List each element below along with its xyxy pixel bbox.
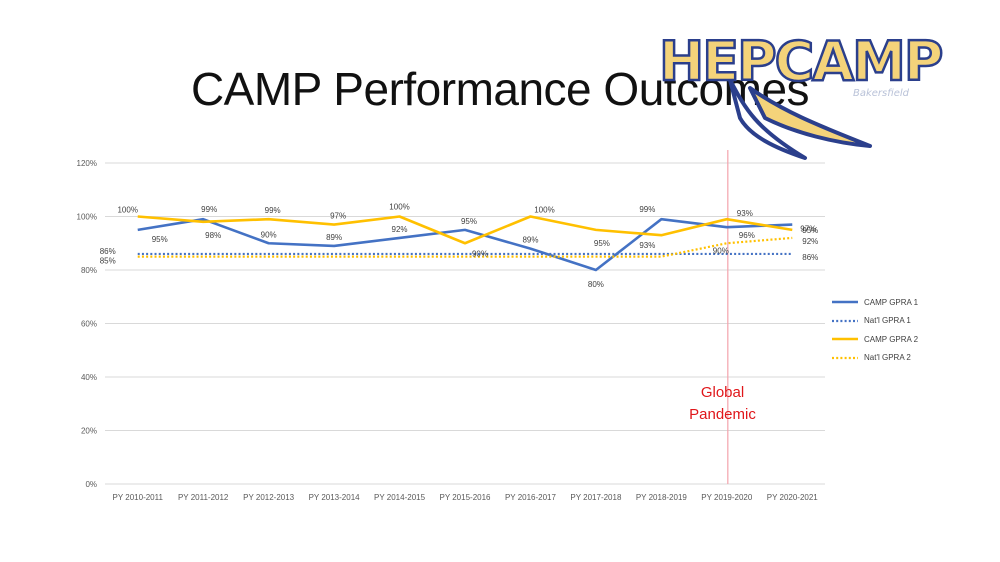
data-label: 95% [152,235,168,244]
legend-swatch [832,300,858,304]
legend-label: CAMP GPRA 2 [864,334,919,344]
data-label: 97% [330,212,346,221]
data-label: 96% [739,231,755,240]
data-label: 99% [265,206,281,215]
data-label: 97% [800,225,816,234]
annotation-line-1: Global [700,384,745,401]
legend-swatch [832,319,858,322]
data-label: 99% [639,205,655,214]
data-label: 100% [117,206,137,215]
x-tick-label: PY 2015-2016 [439,493,491,502]
legend-swatch [832,337,858,341]
data-label: 90% [713,246,729,255]
series-line [137,215,793,245]
data-label: 80% [588,280,604,289]
data-label: 93% [737,209,753,218]
y-tick-label: 80% [81,266,97,275]
data-label: 99% [201,205,217,214]
chart-legend: CAMP GPRA 1 Nat'l GPRA 1 CAMP GPRA 2 Nat'l … [832,293,918,367]
slide-title: CAMP Performance Outcomes [190,63,810,115]
data-label: 89% [326,233,342,242]
y-tick-label: 100% [77,213,97,222]
legend-label: CAMP GPRA 1 [864,297,919,307]
data-label: 100% [389,203,409,212]
legend-swatch [832,356,858,359]
x-tick-label: PY 2011-2012 [178,493,229,502]
data-label: 100% [534,206,554,215]
x-tick-label: PY 2014-2015 [374,493,426,502]
y-tick-label: 60% [81,320,97,329]
data-label: 86% [100,247,116,256]
data-label: 95% [802,226,818,235]
logo-subtext: Bakersfield [853,88,910,99]
legend-item: CAMP GPRA 1 [832,293,918,312]
x-tick-label: PY 2016-2017 [505,493,557,502]
data-label: 86% [802,253,818,262]
data-label: 98% [205,231,221,240]
x-tick-label: PY 2018-2019 [636,493,688,502]
logo-text: HEPCAMP [659,30,942,93]
annotation-line-2: Pandemic [689,406,756,423]
y-tick-label: 40% [81,373,97,382]
x-tick-label: PY 2019-2020 [701,493,753,502]
y-tick-label: 120% [77,159,97,168]
x-tick-label: PY 2012-2013 [243,493,295,502]
data-label: 92% [802,237,818,246]
legend-item: Nat'l GPRA 2 [832,349,918,368]
x-tick-label: PY 2013-2014 [309,493,361,502]
x-tick-label: PY 2020-2021 [767,493,819,502]
data-label: 95% [594,239,610,248]
legend-item: Nat'l GPRA 1 [832,312,918,331]
x-tick-label: PY 2017-2018 [570,493,622,502]
data-label: 90% [261,230,277,239]
legend-label: Nat'l GPRA 1 [864,316,911,326]
hepcamp-logo: HEPCAMP Bakersfield [658,29,945,160]
legend-item: CAMP GPRA 2 [832,330,918,349]
y-tick-label: 0% [85,480,97,489]
mascot-beak-shape [748,86,872,148]
x-tick-label: PY 2010-2011 [113,493,164,502]
legend-label: Nat'l GPRA 2 [864,353,911,363]
data-label: 92% [392,225,408,234]
series-line [137,217,793,272]
data-label: 90% [472,249,488,258]
mascot-head-shape [728,78,807,160]
data-label: 95% [461,217,477,226]
data-label: 93% [639,241,655,250]
data-label: 85% [100,257,116,266]
data-label: 89% [522,236,538,245]
pandemic-annotation: Global Pandemic [670,382,775,426]
y-tick-label: 20% [81,427,97,436]
